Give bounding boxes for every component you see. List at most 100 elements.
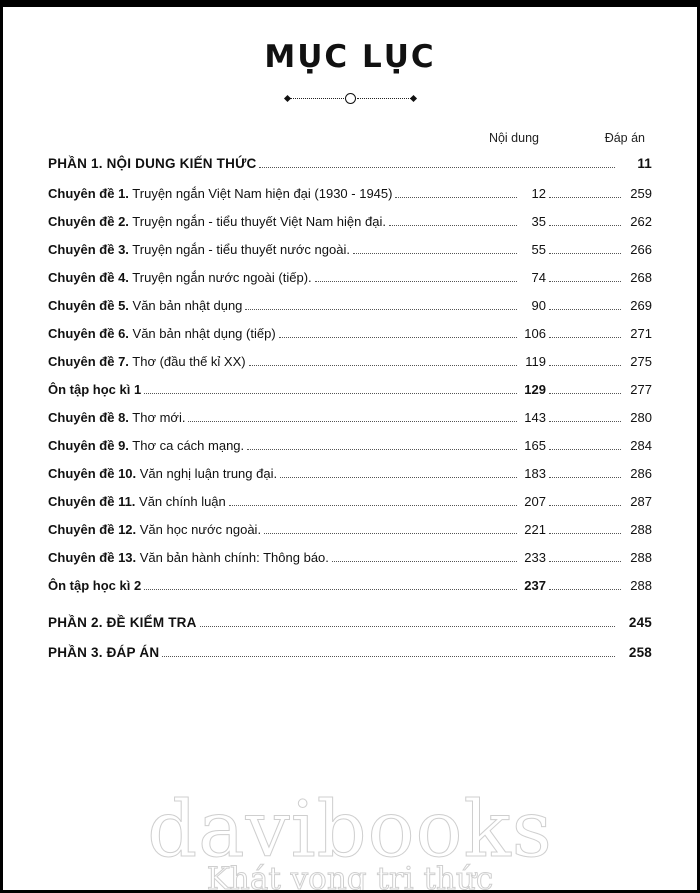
toc-content-column: Ôn tập học kì 1 129 <box>48 381 546 398</box>
toc-page-number: 119 <box>525 354 546 369</box>
toc-entry-title: Văn chính luận <box>135 494 226 509</box>
toc-row[interactable]: Chuyên đề 3. Truyện ngắn - tiểu thuyết n… <box>48 241 652 258</box>
toc-row[interactable]: PHẦN 2. ĐỀ KIỂM TRA 245 <box>48 614 652 631</box>
toc-entry-title: Truyện ngắn - tiểu thuyết Việt Nam hiện … <box>128 214 386 229</box>
dot-leader <box>549 336 621 338</box>
page-content: MỤC LỤC Nội dung Đáp án PHẦN 1. NỘI DUNG… <box>3 39 697 661</box>
toc-row[interactable]: PHẦN 1. NỘI DUNG KIẾN THỨC 11 <box>48 155 652 172</box>
toc-answer-page-number: 262 <box>630 214 652 229</box>
toc-page-number: 233 <box>524 550 546 565</box>
table-of-contents: PHẦN 1. NỘI DUNG KIẾN THỨC 11 Chuyên đề 1.… <box>48 155 652 661</box>
toc-row[interactable]: Ôn tập học kì 1 129 277 <box>48 381 652 398</box>
dot-leader <box>549 420 621 422</box>
column-header-answer: Đáp án <box>604 131 645 145</box>
ornament-left-diamond-icon <box>283 94 291 102</box>
toc-content-column: Ôn tập học kì 2 237 <box>48 577 546 594</box>
toc-content-column: Chuyên đề 1. Truyện ngắn Việt Nam hiện đ… <box>48 185 546 202</box>
toc-part-label: PHẦN 1. NỘI DUNG KIẾN THỨC <box>48 156 257 171</box>
toc-answer-page-number: 277 <box>630 382 652 397</box>
ornament-right-diamond-icon <box>409 94 417 102</box>
toc-entry-number: Ôn tập học kì 2 <box>48 578 142 593</box>
dot-leader <box>549 392 621 394</box>
ornament-left-line <box>289 97 344 99</box>
toc-entry-title: Thơ ca cách mạng. <box>128 438 245 453</box>
toc-content-column: Chuyên đề 2. Truyện ngắn - tiểu thuyết V… <box>48 213 546 230</box>
toc-entry-number: Chuyên đề 7. <box>48 354 129 369</box>
toc-row[interactable]: PHẦN 3. ĐÁP ÁN 258 <box>48 644 652 661</box>
toc-row[interactable]: Chuyên đề 1. Truyện ngắn Việt Nam hiện đ… <box>48 185 652 202</box>
toc-answer-page-number: 259 <box>630 186 652 201</box>
toc-answer-column: 275 <box>546 353 652 370</box>
toc-content-column: Chuyên đề 8. Thơ mới. 143 <box>48 409 546 426</box>
toc-entry-label: Chuyên đề 12. Văn học nước ngoài. <box>48 521 261 538</box>
toc-page-number: 143 <box>524 410 546 425</box>
toc-answer-page-number: 284 <box>630 438 652 453</box>
toc-answer-column: 262 <box>546 213 652 230</box>
dot-leader <box>228 504 517 506</box>
toc-answer-column: 277 <box>546 381 652 398</box>
dot-leader <box>549 224 621 226</box>
toc-answer-page-number: 288 <box>630 550 652 565</box>
toc-entry-label: Chuyên đề 1. Truyện ngắn Việt Nam hiện đ… <box>48 185 392 202</box>
toc-page-number: 90 <box>531 298 546 313</box>
toc-entry-title: Truyện ngắn Việt Nam hiện đại (1930 - 19… <box>128 186 393 201</box>
toc-entry-number: Chuyên đề 9. <box>48 438 129 453</box>
dot-leader <box>549 280 621 282</box>
dot-leader <box>549 252 621 254</box>
dot-leader <box>388 224 517 226</box>
ornament-center-circle-icon <box>344 92 356 104</box>
toc-content-column: Chuyên đề 9. Thơ ca cách mạng. 165 <box>48 437 546 454</box>
dot-leader <box>549 504 621 506</box>
toc-entry-label: Chuyên đề 10. Văn nghị luận trung đại. <box>48 465 277 482</box>
toc-entry-number: Chuyên đề 13. <box>48 550 137 565</box>
toc-row[interactable]: Chuyên đề 11. Văn chính luận 207 287 <box>48 493 652 510</box>
toc-entry-label: Chuyên đề 11. Văn chính luận <box>48 493 226 510</box>
toc-answer-page-number: 286 <box>630 466 652 481</box>
dot-leader <box>248 364 517 366</box>
toc-content-column: Chuyên đề 6. Văn bản nhật dụng (tiếp) 106 <box>48 325 546 342</box>
toc-content-column: Chuyên đề 3. Truyện ngắn - tiểu thuyết n… <box>48 241 546 258</box>
toc-answer-page-number: 287 <box>630 494 652 509</box>
toc-row[interactable]: Chuyên đề 2. Truyện ngắn - tiểu thuyết V… <box>48 213 652 230</box>
dot-leader <box>245 308 517 310</box>
toc-part-label: PHẦN 2. ĐỀ KIỂM TRA <box>48 615 197 630</box>
toc-entry-number: Chuyên đề 11. <box>48 494 136 509</box>
toc-row[interactable]: Ôn tập học kì 2 237 288 <box>48 577 652 594</box>
toc-entry-title: Thơ (đầu thế kỉ XX) <box>128 354 246 369</box>
toc-row[interactable]: Chuyên đề 9. Thơ ca cách mạng. 165 284 <box>48 437 652 454</box>
toc-answer-page-number: 268 <box>630 270 652 285</box>
dot-leader <box>259 166 615 168</box>
toc-part-label: PHẦN 3. ĐÁP ÁN <box>48 645 160 660</box>
toc-page-number: 207 <box>524 494 546 509</box>
toc-entry-label: Chuyên đề 8. Thơ mới. <box>48 409 185 426</box>
toc-entry-label: Chuyên đề 2. Truyện ngắn - tiểu thuyết V… <box>48 213 386 230</box>
toc-row[interactable]: Chuyên đề 5. Văn bản nhật dụng 90 269 <box>48 297 652 314</box>
toc-answer-column: 271 <box>546 325 652 342</box>
toc-entry-label: Ôn tập học kì 1 <box>48 381 141 398</box>
toc-row[interactable]: Chuyên đề 12. Văn học nước ngoài. 221 288 <box>48 521 652 538</box>
toc-row[interactable]: Chuyên đề 10. Văn nghị luận trung đại. 18… <box>48 465 652 482</box>
toc-entry-label: Chuyên đề 7. Thơ (đầu thế kỉ XX) <box>48 353 246 370</box>
toc-answer-column: 287 <box>546 493 652 510</box>
toc-row[interactable]: Chuyên đề 7. Thơ (đầu thế kỉ XX) 119 275 <box>48 353 652 370</box>
toc-entry-number: Chuyên đề 12. <box>48 522 137 537</box>
toc-entry-number: Ôn tập học kì 1 <box>48 382 142 397</box>
toc-answer-page-number: 269 <box>630 298 652 313</box>
toc-row[interactable]: Chuyên đề 4. Truyện ngắn nước ngoài (tiế… <box>48 269 652 286</box>
toc-row[interactable]: Chuyên đề 6. Văn bản nhật dụng (tiếp) 106… <box>48 325 652 342</box>
dot-leader <box>144 392 517 394</box>
toc-content-column: Chuyên đề 13. Văn bản hành chính: Thông … <box>48 549 546 566</box>
toc-entry-title: Văn bản nhật dụng (tiếp) <box>128 326 276 341</box>
toc-entry-label: Chuyên đề 5. Văn bản nhật dụng <box>48 297 242 314</box>
toc-page-number: 106 <box>524 326 546 341</box>
toc-entry-number: Chuyên đề 5. <box>48 298 129 313</box>
toc-answer-column: 269 <box>546 297 652 314</box>
dot-leader <box>549 532 621 534</box>
watermark-brand: davibooks <box>147 785 553 876</box>
toc-answer-page-number: 280 <box>630 410 652 425</box>
toc-row[interactable]: Chuyên đề 8. Thơ mới. 143 280 <box>48 409 652 426</box>
toc-content-column: Chuyên đề 7. Thơ (đầu thế kỉ XX) 119 <box>48 353 546 370</box>
toc-row[interactable]: Chuyên đề 13. Văn bản hành chính: Thông … <box>48 549 652 566</box>
toc-entry-title: Văn bản hành chính: Thông báo. <box>136 550 329 565</box>
